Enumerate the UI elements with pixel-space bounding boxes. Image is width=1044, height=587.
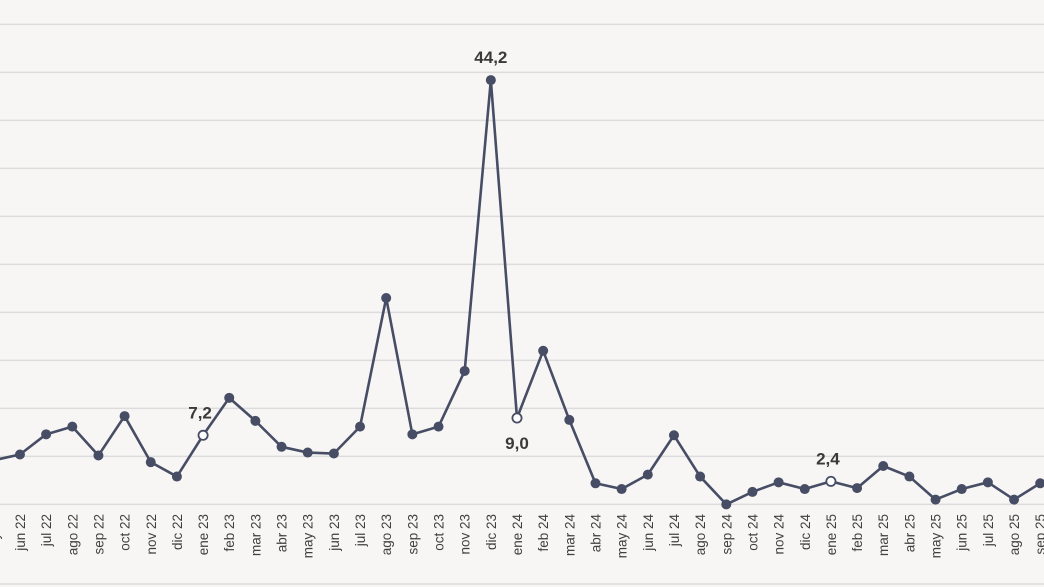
data-point xyxy=(590,478,601,489)
data-point xyxy=(904,471,915,482)
x-tick-label: oct 24 xyxy=(745,514,760,551)
x-tick-label: jun 25 xyxy=(955,514,970,552)
x-tick-label: jul 22 xyxy=(39,514,54,547)
data-point xyxy=(538,345,549,356)
x-tick-label: nov 22 xyxy=(144,514,159,555)
data-point xyxy=(616,484,627,495)
x-tick-label: abr 23 xyxy=(275,514,290,552)
x-tick-label: jun 22 xyxy=(13,514,28,552)
x-tick-label: ene 23 xyxy=(196,514,211,555)
data-point xyxy=(459,365,470,376)
data-point xyxy=(197,429,209,441)
data-point xyxy=(276,441,287,452)
x-tick-label: sep 24 xyxy=(719,514,734,555)
x-tick-label: nov 24 xyxy=(772,514,787,555)
x-tick-label: ago 23 xyxy=(379,514,394,555)
x-tick-label: dic 23 xyxy=(484,514,499,550)
data-point xyxy=(67,421,78,432)
x-tick-label: jul 25 xyxy=(981,514,996,547)
x-tick-label: jul 23 xyxy=(353,514,368,547)
x-tick-label: abr 25 xyxy=(902,514,917,552)
data-point xyxy=(328,448,339,459)
data-label: 44,2 xyxy=(474,48,507,67)
x-tick-label: abr 24 xyxy=(588,514,603,553)
data-point xyxy=(93,450,104,461)
data-point xyxy=(355,421,366,432)
data-point xyxy=(407,429,418,440)
data-point xyxy=(852,483,863,494)
data-point xyxy=(145,457,156,468)
x-tick-label: may 22 xyxy=(0,514,2,558)
x-tick-label: dic 24 xyxy=(798,514,813,551)
x-tick-label: ene 24 xyxy=(510,514,525,556)
data-point xyxy=(642,469,653,480)
x-tick-label: sep 23 xyxy=(405,514,420,555)
data-point xyxy=(433,421,444,432)
x-tick-label: ago 24 xyxy=(693,514,708,556)
x-tick-label: ago 22 xyxy=(65,514,80,555)
x-tick-label: dic 22 xyxy=(170,514,185,550)
x-tick-label: may 25 xyxy=(929,514,944,558)
data-point xyxy=(878,461,889,471)
x-tick-label: feb 25 xyxy=(850,514,865,552)
x-tick-label: nov 23 xyxy=(458,514,473,555)
data-point xyxy=(773,477,784,488)
data-point xyxy=(721,499,732,510)
x-tick-label: may 24 xyxy=(615,514,630,559)
data-point xyxy=(825,475,837,487)
x-tick-label: sep 25 xyxy=(1033,514,1044,555)
data-point xyxy=(224,392,235,403)
x-tick-label: mar 25 xyxy=(876,514,891,556)
data-point xyxy=(485,75,496,86)
x-tick-label: oct 23 xyxy=(432,514,447,551)
data-point xyxy=(799,484,810,495)
x-tick-label: ene 25 xyxy=(824,514,839,555)
data-point xyxy=(1009,494,1020,505)
x-tick-label: mar 23 xyxy=(248,514,263,556)
data-point xyxy=(381,293,392,303)
x-tick-label: ago 25 xyxy=(1007,514,1022,555)
x-tick-label: feb 24 xyxy=(536,514,551,552)
x-tick-label: sep 22 xyxy=(91,514,106,555)
data-point xyxy=(982,477,993,488)
data-point xyxy=(250,415,261,426)
x-tick-label: jun 23 xyxy=(327,514,342,552)
data-point xyxy=(930,494,941,505)
x-tick-label: may 23 xyxy=(301,514,316,558)
data-label: 7,2 xyxy=(188,403,212,422)
data-point xyxy=(171,471,182,482)
data-point xyxy=(668,430,679,441)
x-tick-label: jul 24 xyxy=(667,514,682,548)
x-tick-label: oct 22 xyxy=(118,514,133,551)
data-point xyxy=(119,411,130,422)
data-point xyxy=(302,447,313,458)
data-point xyxy=(1035,478,1044,489)
data-point xyxy=(564,414,575,425)
data-label: 9,0 xyxy=(505,434,529,453)
x-tick-label: mar 24 xyxy=(562,514,577,557)
x-tick-label: jun 24 xyxy=(641,514,656,552)
data-point xyxy=(695,471,706,482)
data-point xyxy=(747,486,758,497)
data-point xyxy=(41,429,52,440)
x-tick-label: feb 23 xyxy=(222,514,237,552)
data-point xyxy=(511,412,523,424)
data-label: 2,4 xyxy=(816,449,840,468)
data-point xyxy=(14,449,25,460)
data-point xyxy=(956,484,967,495)
